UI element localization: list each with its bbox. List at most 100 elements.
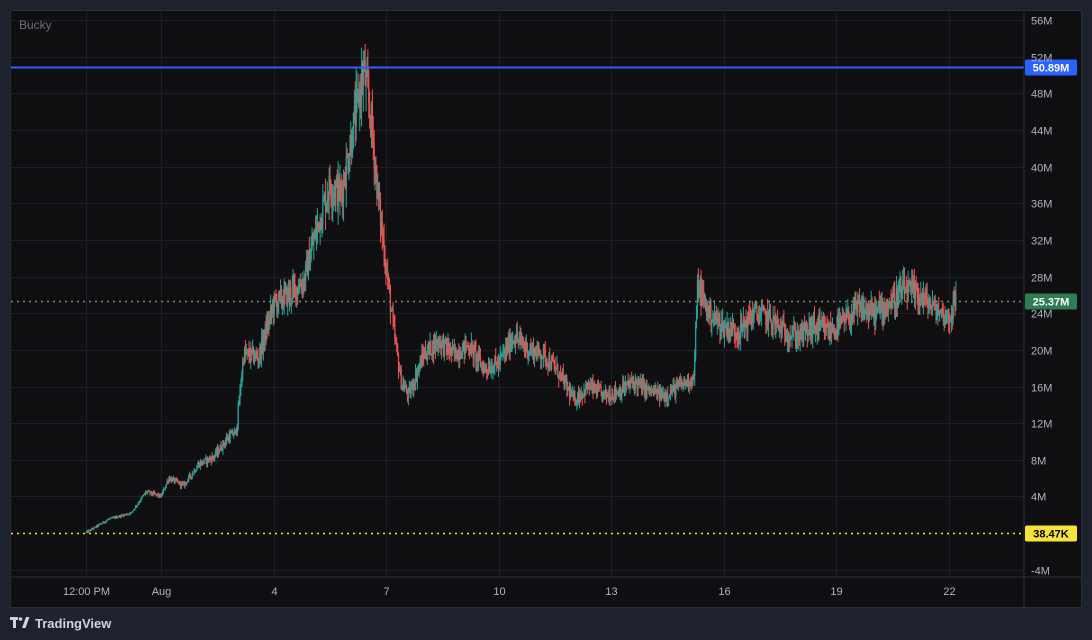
candle-body <box>400 369 402 390</box>
candle-body <box>750 313 753 324</box>
candle-body <box>146 491 148 493</box>
candle-body <box>754 305 756 308</box>
candle-body <box>934 298 936 310</box>
candle-body <box>135 506 138 507</box>
candle-body <box>563 377 565 389</box>
candle-body <box>624 383 627 390</box>
candle-body <box>357 89 359 91</box>
candle-body <box>786 339 789 341</box>
candle-body <box>770 320 772 323</box>
candle-body <box>200 462 202 465</box>
candle-body <box>794 329 797 343</box>
candle-body <box>502 352 504 355</box>
x-tick-label: Aug <box>152 586 172 598</box>
candle-body <box>663 393 665 402</box>
candle-body <box>167 481 169 482</box>
candle-body <box>475 349 477 363</box>
candle-body <box>836 317 838 332</box>
candle-body <box>252 347 254 352</box>
footer-brand[interactable]: TradingView <box>35 615 112 631</box>
candle-body <box>854 302 856 315</box>
candle-body <box>776 320 778 321</box>
candle-body <box>610 399 612 401</box>
x-tick-label: 7 <box>383 586 389 598</box>
candle-body <box>890 301 892 308</box>
candle-body <box>449 351 451 355</box>
candle-body <box>501 354 503 356</box>
candle-body <box>936 313 938 321</box>
tradingview-logo-icon[interactable] <box>10 617 30 629</box>
chart-pane[interactable]: 50.89M 25.37M 38.47K 56M 52M 48M 44M 40M 36M 32M… <box>10 10 1082 608</box>
candle-body <box>771 322 773 330</box>
candle-body <box>342 192 344 202</box>
candle-body <box>249 356 251 361</box>
y-tick-label: 44M <box>1031 126 1052 138</box>
price-line-label: 25.37M <box>1033 297 1070 309</box>
candle-body <box>622 382 624 393</box>
candle-body <box>128 513 130 515</box>
time-axis[interactable]: 12:00 PM Aug 4 7 10 13 16 19 22 <box>11 576 1081 598</box>
candle-body <box>637 381 639 390</box>
candle-body <box>342 178 345 202</box>
candle-body <box>824 328 826 335</box>
candle-body <box>558 376 560 379</box>
candle-body <box>231 430 233 434</box>
candle-body <box>244 348 247 354</box>
y-tick-label: 36M <box>1031 199 1052 211</box>
candle-body <box>150 491 152 494</box>
candle-body <box>99 523 102 525</box>
candle-body <box>107 519 110 520</box>
candle-body <box>314 230 316 239</box>
candle-body <box>381 221 383 237</box>
candle-body <box>222 441 224 450</box>
candle-body <box>696 280 699 307</box>
candle-body <box>460 355 462 359</box>
candle-body <box>188 474 191 477</box>
price-axis[interactable]: 56M 52M 48M 44M 40M 36M 32M 28M 24M 20M 16M 12M 8M 4M… <box>1023 11 1052 607</box>
candle-body <box>198 462 201 468</box>
candle-body <box>551 357 554 361</box>
candle-body <box>875 309 877 323</box>
candle-body <box>867 311 870 317</box>
candle-body <box>700 283 702 306</box>
candle-body <box>775 320 777 327</box>
candle-body <box>405 386 407 388</box>
candle-body <box>98 523 101 525</box>
candle-body <box>477 353 479 362</box>
candle-body <box>489 371 491 373</box>
price-line-label-bg <box>1025 525 1077 542</box>
candle-body <box>921 294 924 307</box>
candle-body <box>168 478 170 482</box>
candle-body <box>818 319 820 332</box>
candle-body <box>538 344 540 351</box>
candle-body <box>127 513 129 515</box>
candle-body <box>112 517 114 519</box>
candle-body <box>547 364 549 367</box>
candle-body <box>317 221 319 223</box>
candle-body <box>653 389 655 394</box>
candle-body <box>471 343 473 346</box>
candle-body <box>524 347 527 350</box>
candle-body <box>870 302 872 315</box>
candle-body <box>782 321 784 325</box>
candle-body <box>596 385 599 397</box>
candle-body <box>494 356 496 368</box>
candle-body <box>604 390 606 394</box>
candle-body <box>458 351 460 360</box>
candle-body <box>577 392 580 402</box>
candle-body <box>587 382 590 389</box>
candle-body <box>371 105 373 134</box>
candle-body <box>794 327 796 330</box>
candle-body <box>165 483 167 488</box>
candle-body <box>569 390 572 398</box>
candle-body <box>757 313 759 318</box>
candle-body <box>911 281 913 293</box>
candle-body <box>522 342 524 346</box>
candle-body <box>481 363 483 367</box>
candle-body <box>631 379 633 381</box>
candle-body <box>410 388 412 395</box>
candle-body <box>759 315 762 317</box>
candle-body <box>331 197 333 202</box>
candle-body <box>171 478 174 482</box>
